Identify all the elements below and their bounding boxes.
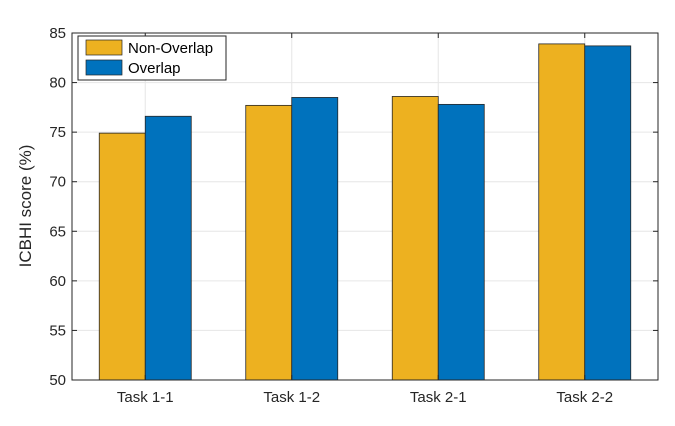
bars: [98, 43, 632, 381]
x-tick-label: Task 1-1: [117, 389, 174, 406]
y-tick-label: 50: [49, 372, 66, 389]
y-axis-title: ICBHI score (%): [16, 145, 35, 268]
bar-non-overlap: [538, 43, 586, 381]
y-tick-label: 55: [49, 322, 66, 339]
y-tick-label: 70: [49, 174, 66, 191]
x-tick-label: Task 2-2: [556, 389, 613, 406]
y-axis-ticks: 50 55 60 65 70 75 80 85: [49, 25, 658, 389]
legend-label-non-overlap: Non-Overlap: [128, 40, 213, 57]
x-tick-label: Task 1-2: [263, 389, 320, 406]
bar-non-overlap: [245, 104, 293, 381]
y-tick-label: 75: [49, 124, 66, 141]
bar-overlap: [291, 97, 339, 381]
legend-swatch-non-overlap: [85, 39, 123, 56]
x-axis-ticks: Task 1-1 Task 1-2 Task 2-1 Task 2-2: [117, 33, 613, 406]
y-tick-label: 85: [49, 25, 66, 42]
y-tick-label: 80: [49, 75, 66, 92]
bar-non-overlap: [391, 96, 439, 381]
y-tick-label: 65: [49, 223, 66, 240]
bar-overlap: [437, 103, 485, 381]
y-tick-label: 60: [49, 273, 66, 290]
bar-non-overlap: [98, 132, 146, 381]
bar-overlap: [584, 45, 632, 381]
x-tick-label: Task 2-1: [410, 389, 467, 406]
legend-label-overlap: Overlap: [128, 60, 181, 77]
legend: Non-Overlap Overlap: [77, 35, 227, 81]
plot-frame: [71, 32, 659, 381]
legend-swatch-overlap: [85, 59, 123, 76]
bar-overlap: [144, 115, 192, 381]
